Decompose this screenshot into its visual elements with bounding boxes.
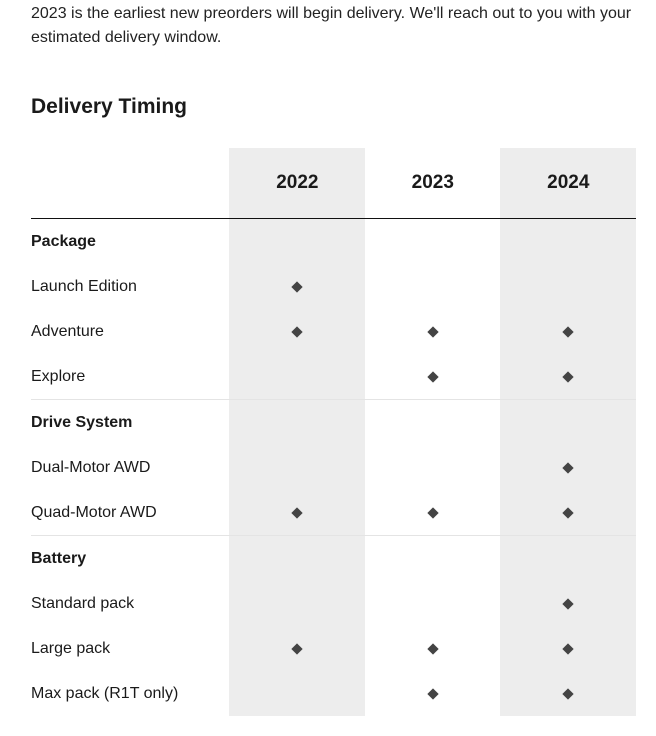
availability-cell — [230, 445, 365, 490]
availability-cell — [230, 671, 365, 716]
row-label: Large pack — [31, 639, 111, 657]
row-label: Max pack (R1T only) — [31, 684, 179, 702]
delivery-timing-table: 2022 2023 2024 Package Launch Edition Advent… — [31, 148, 636, 716]
section-label: Drive System — [31, 399, 230, 445]
row-label: Adventure — [31, 322, 104, 340]
intro-text: 2023 is the earliest new preorders will … — [31, 5, 632, 46]
section-row: Package — [31, 219, 636, 265]
availability-cell — [230, 309, 365, 354]
section-title: Delivery Timing — [31, 95, 188, 118]
availability-cell — [501, 445, 636, 490]
table-row: Large pack — [31, 626, 636, 671]
row-label: Explore — [31, 367, 86, 385]
year-header: 2022 — [229, 148, 366, 219]
empty-cell — [365, 399, 501, 445]
section-row: Battery — [31, 535, 636, 581]
empty-cell — [229, 399, 366, 445]
diamond-icon — [427, 642, 439, 655]
year-header: 2023 — [365, 148, 501, 219]
diamond-icon — [562, 370, 574, 383]
availability-cell — [501, 581, 636, 626]
availability-cell — [365, 445, 500, 490]
table-row: Explore — [31, 354, 636, 400]
diamond-icon — [562, 325, 574, 338]
availability-cell — [501, 626, 636, 671]
availability-cell — [501, 264, 636, 309]
table-row: Standard pack — [31, 581, 636, 626]
diamond-icon — [562, 506, 574, 519]
empty-cell — [500, 399, 636, 445]
row-label: Dual-Motor AWD — [31, 458, 151, 476]
row-label: Standard pack — [31, 594, 135, 612]
empty-cell — [365, 535, 501, 581]
empty-cell — [230, 219, 365, 265]
availability-cell — [365, 671, 500, 716]
availability-cell — [230, 264, 365, 309]
empty-cell — [500, 535, 636, 581]
table-row: Launch Edition — [31, 264, 636, 309]
diamond-icon — [291, 642, 304, 655]
diamond-icon — [291, 506, 304, 519]
header-empty — [31, 148, 230, 219]
empty-cell — [501, 219, 636, 265]
availability-cell — [501, 671, 636, 716]
availability-cell — [230, 626, 365, 671]
table-row: Quad-Motor AWD — [31, 490, 636, 536]
availability-cell — [230, 581, 365, 626]
diamond-icon — [562, 461, 574, 474]
diamond-icon — [427, 506, 439, 519]
availability-cell — [230, 354, 365, 400]
diamond-icon — [291, 280, 304, 293]
diamond-icon — [427, 687, 439, 700]
table-row: Dual-Motor AWD — [31, 445, 636, 490]
section-row: Drive System — [31, 399, 636, 445]
diamond-icon — [562, 597, 574, 610]
table-row: Max pack (R1T only) — [31, 671, 636, 716]
row-label: Launch Edition — [31, 277, 137, 295]
availability-cell — [501, 309, 636, 354]
availability-cell — [365, 309, 500, 354]
availability-cell — [501, 354, 636, 400]
diamond-icon — [427, 370, 439, 383]
availability-cell — [230, 490, 365, 536]
empty-cell — [365, 219, 500, 265]
diamond-icon — [562, 687, 574, 700]
availability-cell — [365, 581, 500, 626]
availability-cell — [365, 264, 500, 309]
table-row: Adventure — [31, 309, 636, 354]
year-header: 2024 — [500, 148, 636, 219]
diamond-icon — [427, 325, 439, 338]
diamond-icon — [562, 642, 574, 655]
diamond-icon — [291, 325, 304, 338]
section-label: Package — [31, 232, 96, 250]
availability-cell — [365, 626, 500, 671]
availability-cell — [365, 354, 500, 400]
row-label: Quad-Motor AWD — [31, 503, 157, 521]
availability-cell — [365, 490, 500, 536]
section-label: Battery — [31, 535, 230, 581]
empty-cell — [229, 535, 366, 581]
availability-cell — [501, 490, 636, 536]
